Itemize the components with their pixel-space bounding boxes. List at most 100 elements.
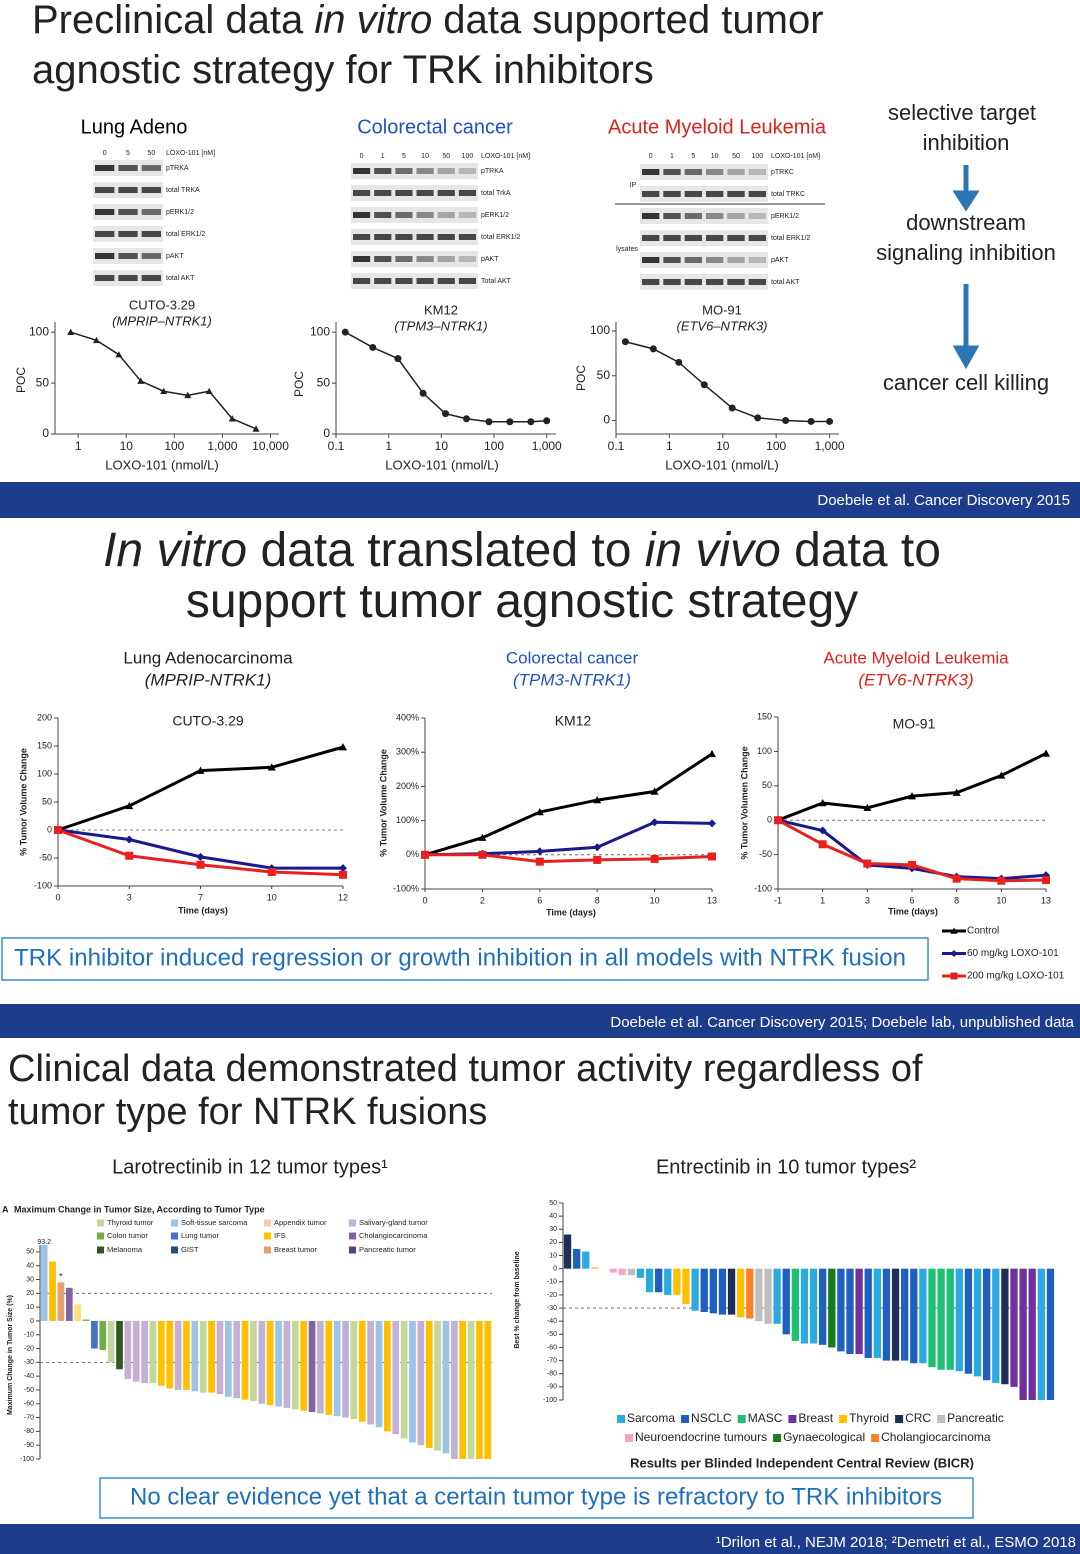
- bar: [434, 1320, 441, 1451]
- blot-band: [437, 168, 455, 174]
- marker: [54, 826, 62, 834]
- bar: [582, 1251, 590, 1269]
- blot-band: [642, 169, 660, 175]
- blot-band: [395, 212, 413, 218]
- bar: [682, 1268, 690, 1305]
- x-tick-label: 2: [480, 895, 485, 905]
- bar: [955, 1268, 963, 1372]
- bar: [700, 1268, 708, 1313]
- title-segment: support tumor agnostic strategy: [186, 575, 858, 628]
- legend-label: IFS: [274, 1231, 286, 1240]
- blot-band: [706, 279, 724, 285]
- chart-subtitle: (TPM3–NTRK1): [394, 318, 487, 333]
- chart-title: KM12: [555, 713, 592, 729]
- callout-box: [1, 937, 929, 981]
- bar: [618, 1268, 626, 1276]
- bar: [116, 1320, 123, 1370]
- marker: [339, 864, 347, 873]
- blot-row-label: pTRKA: [166, 165, 189, 172]
- x-tick-label: 1: [75, 439, 82, 453]
- marker: [650, 854, 659, 863]
- marker: [826, 417, 834, 425]
- marker: [649, 345, 657, 353]
- blot-band: [663, 279, 681, 285]
- bar: [937, 1268, 945, 1370]
- marker: [394, 355, 402, 363]
- blot-band: [395, 256, 413, 262]
- concentration-label: 0: [360, 153, 364, 160]
- bar: [563, 1234, 572, 1269]
- blot-band: [458, 212, 476, 218]
- model-fusion: (TPM3-NTRK1): [513, 670, 631, 689]
- marker: [419, 389, 427, 397]
- blot-band: [395, 278, 413, 284]
- concentration-label: 100: [462, 153, 474, 160]
- bar: [367, 1320, 374, 1425]
- marker: [650, 818, 659, 827]
- y-tick-label: 100%: [396, 815, 419, 825]
- legend-label: Cholangiocarcinoma: [881, 1430, 991, 1444]
- bar: [1019, 1268, 1027, 1400]
- y-tick-label: 150: [37, 740, 52, 750]
- y-tick-label: 50: [549, 1200, 557, 1207]
- y-tick-label: 300%: [396, 747, 419, 757]
- series-line: [424, 752, 713, 857]
- blot-row-label: total AKT: [166, 275, 195, 282]
- blot-band: [437, 212, 455, 218]
- blot-band: [416, 234, 434, 240]
- marker: [708, 819, 716, 828]
- x-tick-label: 10: [996, 895, 1006, 905]
- blot-band: [141, 165, 161, 171]
- blot-band: [95, 187, 115, 193]
- callout-text: TRK inhibitor induced regression or grow…: [14, 944, 906, 971]
- marker: [478, 833, 487, 841]
- x-tick-label: 13: [707, 895, 717, 905]
- y-tick-label: -60: [24, 1401, 34, 1408]
- chart-title: MO-91: [893, 716, 936, 732]
- legend-swatch: [788, 1415, 797, 1423]
- bar: [392, 1320, 400, 1435]
- chart-title: KM12: [424, 302, 458, 317]
- bar: [755, 1268, 763, 1322]
- legend-label: 200 mg/kg LOXO-101: [967, 971, 1065, 982]
- legend-swatch: [839, 1415, 848, 1423]
- blot-band: [374, 212, 392, 218]
- title-segment: in vivo: [645, 524, 781, 577]
- panel-title: Acute Myeloid Leukemia: [608, 116, 827, 138]
- marker: [650, 787, 659, 795]
- bar: [132, 1320, 140, 1382]
- model-fusion: (MPRIP-NTRK1): [145, 670, 272, 689]
- blot-band: [727, 279, 745, 285]
- legend-label: Lung tumor: [181, 1231, 219, 1240]
- footer-bar: [0, 482, 1080, 518]
- bar: [910, 1268, 918, 1364]
- y-tick-label: 100: [757, 746, 772, 756]
- bar: [764, 1268, 772, 1324]
- bar: [99, 1320, 107, 1350]
- legend-swatch: [737, 1415, 746, 1423]
- mechanism-text: cancer cell killing: [883, 370, 1049, 395]
- marker: [267, 763, 276, 771]
- marker: [369, 343, 377, 351]
- bar: [673, 1268, 681, 1295]
- slide-title: Clinical data demonstrated tumor activit…: [8, 1048, 923, 1090]
- blot-band: [684, 235, 702, 241]
- title-segment: data translated to: [247, 524, 645, 577]
- bar: [901, 1268, 909, 1361]
- blot-row: [640, 164, 768, 180]
- x-tick-label: 6: [909, 895, 914, 905]
- bar: [819, 1268, 827, 1345]
- blot-band: [642, 257, 660, 263]
- blot-band: [684, 169, 702, 175]
- legend-swatch: [773, 1434, 782, 1442]
- marker: [593, 796, 602, 804]
- blot-band: [374, 168, 392, 174]
- marker: [196, 852, 205, 861]
- drug-title: Entrectinib in 10 tumor types²: [656, 1156, 916, 1178]
- x-tick-label: 100: [766, 439, 786, 453]
- chart-title: Maximum Change in Tumor Size, According …: [14, 1204, 265, 1214]
- y-tick-label: 100: [29, 324, 49, 338]
- legend-label: Thyroid: [849, 1411, 889, 1425]
- y-axis-label: % Tumor Volume Change: [378, 749, 388, 857]
- title-segment: data to: [781, 524, 941, 577]
